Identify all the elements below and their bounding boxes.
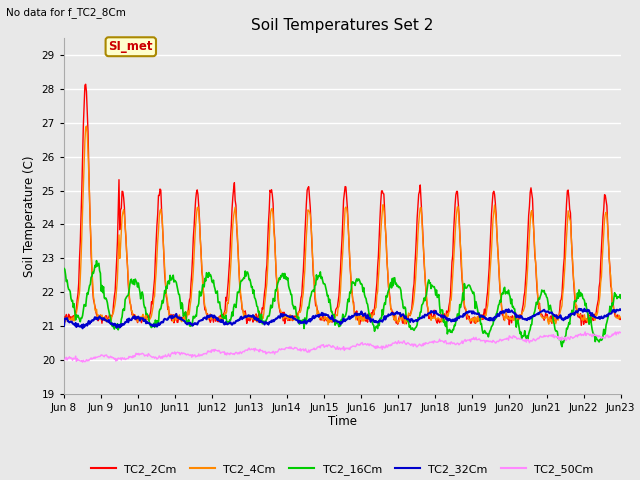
TC2_32Cm	[214, 315, 222, 321]
TC2_2Cm	[60, 314, 68, 320]
TC2_50Cm	[128, 355, 136, 360]
TC2_50Cm	[60, 357, 68, 362]
TC2_32Cm	[128, 316, 136, 322]
TC2_2Cm	[577, 323, 585, 328]
TC2_4Cm	[60, 315, 68, 321]
TC2_2Cm	[411, 264, 419, 269]
TC2_50Cm	[79, 359, 86, 365]
TC2_4Cm	[412, 276, 419, 282]
TC2_50Cm	[581, 329, 589, 335]
Y-axis label: Soil Temperature (C): Soil Temperature (C)	[23, 155, 36, 277]
TC2_32Cm	[60, 323, 68, 329]
TC2_2Cm	[82, 82, 90, 87]
Line: TC2_4Cm: TC2_4Cm	[64, 126, 621, 325]
Line: TC2_50Cm: TC2_50Cm	[64, 332, 621, 362]
TC2_50Cm	[214, 348, 222, 354]
TC2_16Cm	[617, 295, 625, 301]
X-axis label: Time: Time	[328, 415, 357, 429]
TC2_2Cm	[70, 317, 78, 323]
TC2_50Cm	[428, 339, 435, 345]
TC2_16Cm	[558, 344, 566, 349]
TC2_2Cm	[428, 310, 435, 315]
TC2_4Cm	[185, 312, 193, 318]
TC2_32Cm	[580, 306, 588, 312]
TC2_4Cm	[128, 308, 136, 313]
TC2_50Cm	[411, 342, 419, 348]
TC2_32Cm	[79, 325, 86, 331]
TC2_4Cm	[324, 322, 332, 328]
TC2_32Cm	[185, 320, 193, 326]
Line: TC2_16Cm: TC2_16Cm	[64, 261, 621, 347]
TC2_4Cm	[428, 314, 436, 320]
Legend: TC2_2Cm, TC2_4Cm, TC2_16Cm, TC2_32Cm, TC2_50Cm: TC2_2Cm, TC2_4Cm, TC2_16Cm, TC2_32Cm, TC…	[86, 459, 598, 480]
TC2_2Cm	[617, 316, 625, 322]
Line: TC2_2Cm: TC2_2Cm	[64, 84, 621, 325]
TC2_16Cm	[128, 280, 136, 286]
TC2_16Cm	[411, 326, 419, 332]
TC2_4Cm	[214, 316, 222, 322]
TC2_2Cm	[128, 312, 136, 318]
TC2_32Cm	[428, 308, 435, 314]
TC2_4Cm	[617, 314, 625, 320]
TC2_32Cm	[70, 321, 78, 327]
TC2_32Cm	[617, 307, 625, 312]
TC2_16Cm	[214, 300, 222, 305]
TC2_50Cm	[70, 356, 78, 361]
TC2_16Cm	[70, 301, 78, 307]
TC2_2Cm	[214, 319, 222, 324]
TC2_16Cm	[428, 286, 435, 291]
TC2_16Cm	[185, 317, 193, 323]
TC2_50Cm	[617, 330, 625, 336]
TC2_50Cm	[185, 352, 193, 358]
Title: Soil Temperatures Set 2: Soil Temperatures Set 2	[252, 18, 433, 33]
TC2_16Cm	[60, 265, 68, 271]
Text: No data for f_TC2_8Cm: No data for f_TC2_8Cm	[6, 7, 126, 18]
Line: TC2_32Cm: TC2_32Cm	[64, 309, 621, 328]
TC2_4Cm	[83, 123, 90, 129]
TC2_16Cm	[93, 258, 100, 264]
Text: SI_met: SI_met	[109, 40, 153, 53]
TC2_2Cm	[185, 303, 193, 309]
TC2_4Cm	[70, 318, 78, 324]
TC2_32Cm	[411, 318, 419, 324]
